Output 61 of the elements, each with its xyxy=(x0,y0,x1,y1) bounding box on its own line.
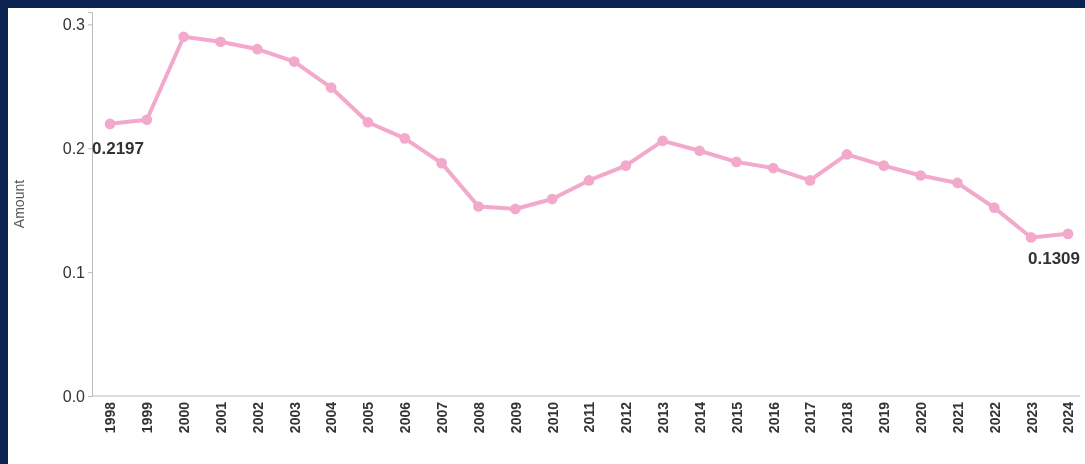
point xyxy=(362,116,374,128)
x-tick-label: 2020 xyxy=(913,401,930,434)
point xyxy=(731,156,742,168)
y-axis-title: Amount xyxy=(11,179,27,229)
point xyxy=(878,160,890,171)
point xyxy=(509,203,521,215)
point xyxy=(767,162,779,174)
point xyxy=(1025,232,1037,243)
x-tick-label: 2017 xyxy=(802,401,819,434)
x-tick-label: 2019 xyxy=(876,401,893,434)
x-tick-label: 2018 xyxy=(839,401,856,434)
point xyxy=(915,170,926,181)
x-tick-label: 2021 xyxy=(949,401,966,434)
y-tick-label: 0.2 xyxy=(62,139,86,157)
point xyxy=(178,31,190,43)
point xyxy=(104,118,116,130)
x-tick-label: 2008 xyxy=(470,401,487,434)
point xyxy=(952,177,963,189)
point xyxy=(620,160,632,171)
y-tick-label: 0.0 xyxy=(62,387,86,405)
x-tick-label: 1998 xyxy=(102,401,119,434)
x-tick-label: 2004 xyxy=(323,401,340,434)
point xyxy=(436,157,447,169)
point xyxy=(473,201,484,212)
x-tick-label: 2015 xyxy=(728,401,745,434)
x-tick-label: 2011 xyxy=(581,401,598,433)
x-tick-label: 2007 xyxy=(434,401,451,434)
x-tick-label: 2013 xyxy=(655,401,672,434)
x-tick-label: 2023 xyxy=(1023,401,1040,434)
x-tick-label: 2009 xyxy=(507,401,524,434)
x-tick-label: 2024 xyxy=(1060,401,1077,434)
point xyxy=(804,175,816,186)
x-tick-label: 2001 xyxy=(212,401,229,434)
x-tick-label: 2012 xyxy=(618,401,635,434)
y-tick-label: 0.1 xyxy=(62,263,86,281)
x-tick-label: 2014 xyxy=(691,401,708,434)
point xyxy=(657,135,669,147)
point xyxy=(583,175,595,186)
x-tick-label: 2006 xyxy=(397,401,414,434)
point xyxy=(399,133,411,144)
point xyxy=(215,36,226,48)
x-tick-label: 2005 xyxy=(360,401,377,434)
y-tick-label: 0.3 xyxy=(62,16,86,34)
point xyxy=(141,114,153,126)
x-tick-label: 2010 xyxy=(544,401,561,434)
point xyxy=(841,149,853,160)
point xyxy=(252,43,263,55)
data-label: 0.1309 xyxy=(1028,248,1080,268)
point xyxy=(546,193,558,205)
point xyxy=(988,202,1000,214)
x-tick-label: 2000 xyxy=(176,401,193,434)
point xyxy=(694,145,705,157)
x-tick-label: 2003 xyxy=(286,401,303,434)
x-tick-label: 2002 xyxy=(249,401,266,434)
point xyxy=(288,56,300,67)
x-tick-label: 2022 xyxy=(986,401,1003,434)
x-tick-label: 2016 xyxy=(765,401,782,434)
point xyxy=(1062,228,1074,240)
x-tick-label: 1999 xyxy=(139,401,156,434)
data-label: 0.2197 xyxy=(92,138,144,158)
point xyxy=(325,82,337,93)
